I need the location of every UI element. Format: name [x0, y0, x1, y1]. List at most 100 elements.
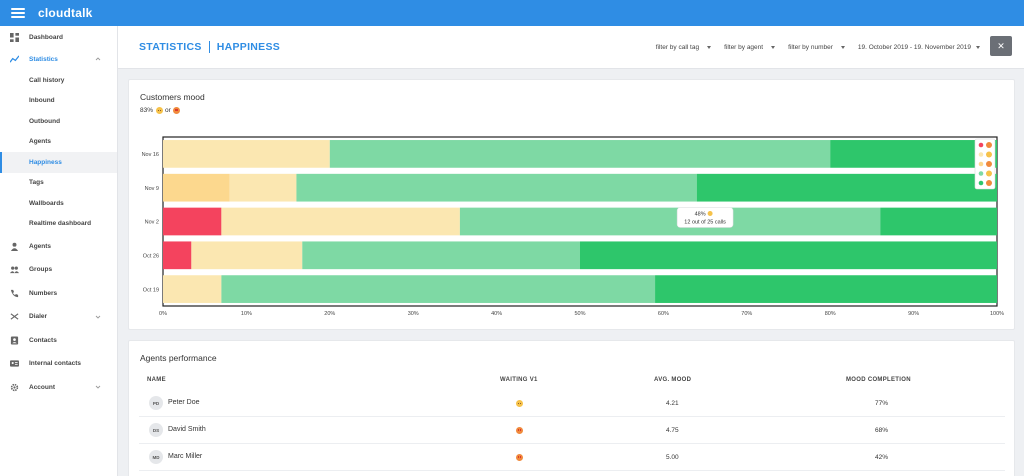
table-row[interactable]: DS David Smith 4.75 68%	[139, 417, 1005, 444]
sidebar-subitem-call-history[interactable]: Call history	[29, 76, 65, 84]
person-icon	[10, 242, 19, 251]
card-title: Agents performance	[140, 353, 217, 363]
group-icon	[10, 265, 19, 274]
mood-summary-percent: 83%	[140, 107, 154, 114]
sidebar-item-numbers[interactable]: Numbers	[0, 282, 117, 304]
sidebar-item-groups[interactable]: Groups	[0, 259, 117, 281]
bar-segment[interactable]	[302, 241, 580, 270]
column-header-mood-completion[interactable]: MOOD COMPLETION	[846, 377, 911, 383]
sidebar-item-label: Groups	[29, 266, 53, 273]
column-header-avg-mood[interactable]: AVG. MOOD	[654, 377, 692, 383]
caret-down-icon	[707, 46, 712, 49]
x-tick-label: 0%	[159, 311, 167, 317]
bar-segment[interactable]	[580, 241, 997, 270]
app-logo[interactable]: cloudtalk	[38, 6, 93, 20]
agents-performance-card: Agents performance NAME WAITING V1 AVG. …	[128, 340, 1015, 476]
chevron-down-icon[interactable]	[95, 314, 101, 320]
bar-segment[interactable]	[329, 140, 831, 168]
sidebar-item-contacts[interactable]: Contacts	[0, 329, 117, 351]
x-tick-label: 90%	[908, 311, 919, 317]
legend-emoji-icon	[986, 180, 992, 186]
column-header-name[interactable]: NAME	[147, 377, 166, 383]
sidebar-item-label: Contacts	[29, 336, 57, 344]
filter-call-tag-dropdown[interactable]: filter by call tag	[655, 44, 712, 51]
sidebar-subitem-tags[interactable]: Tags	[29, 179, 44, 187]
sidebar-subitem-happiness[interactable]: Happiness	[0, 152, 117, 173]
bar-segment[interactable]	[221, 275, 656, 303]
x-tick-label: 20%	[324, 311, 335, 317]
bar-segment[interactable]	[191, 241, 303, 270]
filter-label: filter by call tag	[655, 44, 700, 51]
y-tick-label: Nov 2	[145, 220, 159, 226]
bar-segment[interactable]	[229, 173, 297, 202]
legend-emoji-icon	[986, 151, 992, 158]
sidebar-item-statistics[interactable]: Statistics	[0, 48, 117, 70]
avg-mood: 4.75	[666, 427, 679, 434]
chart-legend	[974, 138, 996, 190]
date-range-dropdown[interactable]: 19. October 2019 - 19. November 2019	[858, 44, 980, 51]
table-row[interactable]: PD Peter Doe 4.21 77%	[139, 390, 1005, 417]
mood-completion: 42%	[875, 454, 889, 461]
bar-segment[interactable]	[296, 173, 697, 202]
legend-swatch	[978, 152, 984, 157]
y-tick-label: Oct 26	[143, 254, 159, 260]
bar-segment[interactable]	[163, 241, 192, 270]
neutral-face-icon	[707, 211, 713, 216]
sidebar-item-label: Account	[29, 383, 55, 391]
bar-segment[interactable]	[830, 140, 997, 168]
sidebar-subitem-wallboards[interactable]: Wallboards	[29, 199, 64, 207]
legend-emoji-icon	[986, 170, 992, 177]
legend-swatch	[978, 171, 984, 176]
sidebar-subitem-outbound[interactable]: Outbound	[29, 117, 61, 125]
filter-number-dropdown[interactable]: filter by number	[788, 44, 845, 51]
sidebar-item-dashboard[interactable]: Dashboard	[0, 26, 117, 48]
avatar: PD	[149, 396, 163, 410]
avatar: MD	[149, 450, 163, 464]
agent-name: Marc Miller	[168, 453, 203, 460]
sidebar-item-label: Agents	[29, 242, 52, 250]
close-button[interactable]: ✕	[990, 36, 1012, 56]
tooltip-percent: 48%	[695, 212, 706, 218]
caret-down-icon	[840, 46, 845, 49]
bar-segment[interactable]	[221, 207, 460, 236]
chevron-up-icon[interactable]	[95, 56, 101, 62]
bar-segment[interactable]	[163, 173, 230, 202]
column-header-waiting[interactable]: WAITING V1	[500, 377, 538, 383]
bar-segment[interactable]	[163, 275, 222, 303]
filters-bar: filter by call tag filter by agent filte…	[643, 26, 980, 69]
menu-icon[interactable]	[11, 8, 25, 18]
x-tick-label: 100%	[990, 311, 1004, 317]
title-divider	[208, 41, 210, 53]
sidebar-item-label: Statistics	[29, 55, 58, 63]
bar-segment[interactable]	[880, 207, 997, 236]
heart-eyes-icon	[172, 107, 180, 114]
sidebar-subitem-inbound[interactable]: Inbound	[29, 97, 55, 105]
table-row[interactable]: MD Marc Miller 5.00 42%	[139, 444, 1005, 471]
x-tick-label: 10%	[241, 311, 252, 317]
filter-agent-dropdown[interactable]: filter by agent	[724, 44, 776, 51]
phone-icon	[10, 289, 19, 298]
sidebar-item-dialer[interactable]: Dialer	[0, 306, 117, 328]
sidebar-item-internal-contacts[interactable]: Internal contacts	[0, 353, 117, 375]
date-range-label: 19. October 2019 - 19. November 2019	[857, 44, 971, 51]
bar-segment[interactable]	[163, 140, 330, 168]
filter-label: filter by agent	[724, 44, 764, 51]
bar-segment[interactable]	[655, 275, 997, 303]
sidebar-subitem-realtime-dashboard[interactable]: Realtime dashboard	[29, 220, 92, 228]
bar-segment[interactable]	[163, 207, 222, 236]
mood-stacked-bar-chart: Nov 16 Nov 9 Nov 2 Oct 26 Oct 19 0% 10% 20% 30% 4…	[142, 136, 1004, 317]
chart-tooltip: 48% 12 out of 25 calls	[676, 207, 734, 228]
id-card-icon	[10, 359, 19, 368]
avatar: DS	[149, 423, 163, 437]
caret-down-icon	[771, 46, 776, 49]
sidebar-item-account[interactable]: Account	[0, 376, 117, 398]
sidebar-subitem-agents[interactable]: Agents	[29, 138, 52, 146]
title-section[interactable]: STATISTICS	[139, 41, 202, 53]
bar-segment[interactable]	[696, 173, 997, 202]
chevron-down-icon[interactable]	[95, 384, 101, 390]
x-tick-label: 70%	[741, 311, 752, 317]
sidebar-item-agents[interactable]: Agents	[0, 235, 117, 257]
caret-down-icon	[976, 46, 980, 49]
sidebar-item-label: Numbers	[29, 289, 58, 297]
bar-segment[interactable]	[459, 207, 881, 236]
